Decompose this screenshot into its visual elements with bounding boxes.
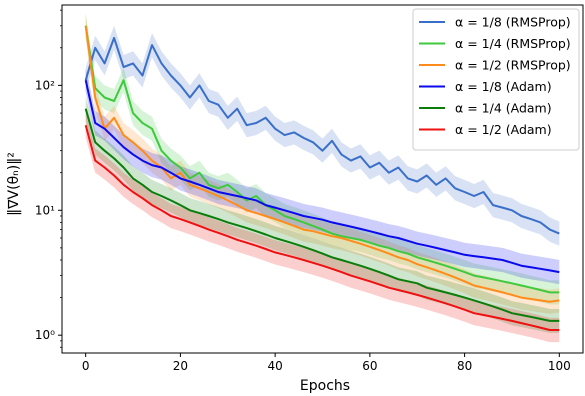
legend-box [412,8,580,151]
y-tick-label: 10⁰ [35,328,55,342]
x-tick-label: 0 [82,359,90,373]
series-lines [84,25,560,331]
y-tick-label: 10¹ [35,203,55,217]
series-line [84,108,560,322]
legend-label: α = 1/4 (RMSProp) [455,36,571,51]
series-line [84,25,560,303]
series-line [84,25,560,294]
series-line [84,79,560,274]
series-line [84,36,560,235]
x-tick-label: 40 [267,359,282,373]
legend-label: α = 1/2 (RMSProp) [455,58,571,73]
series-band [85,25,560,246]
x-tick-label: 20 [173,359,188,373]
series-band [85,96,560,334]
x-tick-label: 60 [362,359,377,373]
series-band [85,13,560,305]
legend-label: α = 1/8 (RMSProp) [455,15,571,30]
x-tick-label: 100 [548,359,571,373]
x-axis: 0 20 40 60 80 100 [82,353,571,373]
legend: α = 1/8 (RMSProp) α = 1/4 (RMSProp) α = 1/… [412,8,580,151]
y-tick-label: 10² [35,78,55,92]
legend-label: α = 1/4 (Adam) [455,101,552,116]
plot-frame [61,4,584,354]
y-axis-label: ‖∇V(θₙ)‖² [6,152,22,216]
x-tick-label: 80 [457,359,472,373]
y-axis: 10⁰ 10¹ 10² [35,9,62,348]
series-line [84,124,560,331]
series-band [85,113,560,343]
legend-label: α = 1/8 (Adam) [455,79,552,94]
legend-label: α = 1/2 (Adam) [455,122,552,137]
x-axis-label: Epochs [300,378,350,394]
